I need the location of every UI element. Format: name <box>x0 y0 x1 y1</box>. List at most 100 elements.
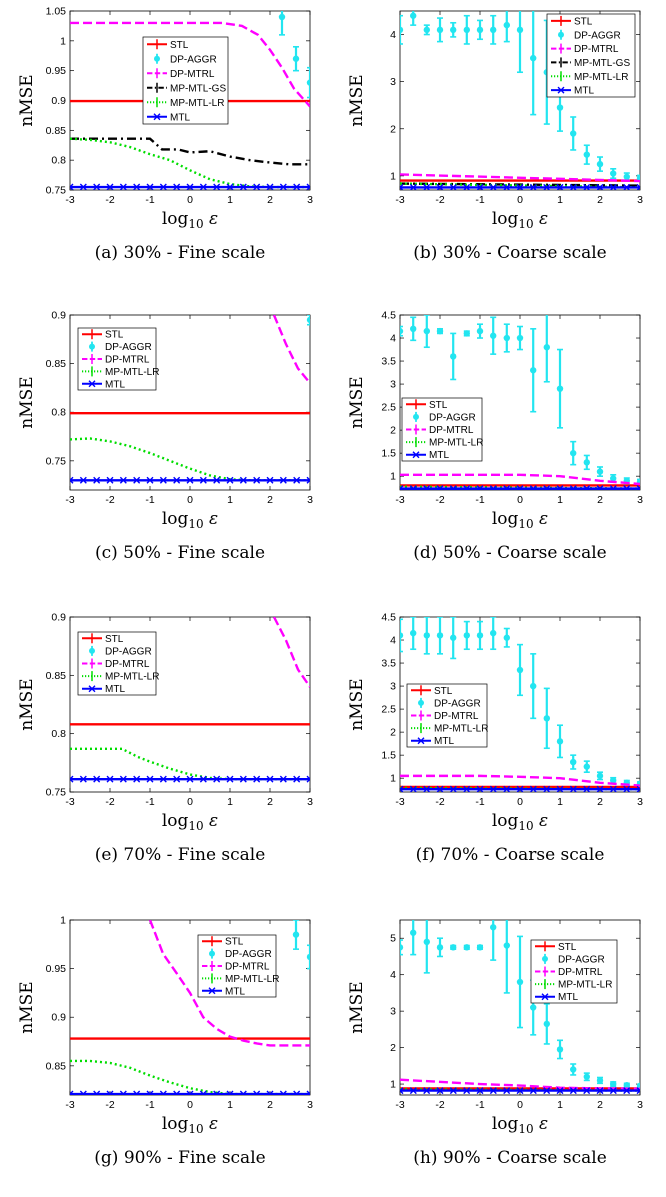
x-marker <box>186 775 194 783</box>
x-marker <box>146 775 154 783</box>
x-marker <box>199 183 207 190</box>
x-marker <box>423 183 431 190</box>
x-marker <box>543 183 551 190</box>
legend-label: MTL <box>225 986 245 997</box>
legend-x-marker <box>208 987 216 995</box>
data-point <box>610 170 617 177</box>
x-marker <box>569 785 577 792</box>
legend-dot <box>418 699 424 706</box>
y-tick-label: 1 <box>390 170 396 182</box>
y-tick-label: 0.75 <box>46 787 67 799</box>
x-marker <box>463 485 471 490</box>
x-axis-label: log10 ε <box>162 811 218 833</box>
x-marker <box>226 775 234 783</box>
data-point <box>596 468 604 475</box>
x-tick-label: -1 <box>145 1099 154 1111</box>
panel-caption: (g) 90% - Fine scale <box>94 1148 265 1168</box>
x-marker <box>173 183 181 190</box>
data-point <box>570 1066 577 1073</box>
x-tick-label: 3 <box>637 494 643 506</box>
x-marker <box>503 183 511 190</box>
y-tick-label: 1 <box>390 1079 396 1091</box>
x-marker <box>556 1087 564 1095</box>
x-marker <box>436 1087 444 1095</box>
legend-label: DP-MTRL <box>574 44 619 55</box>
x-tick-label: -2 <box>105 194 114 206</box>
series-dp-mtrl <box>400 473 640 486</box>
x-tick-label: -1 <box>145 494 154 506</box>
data-point <box>476 26 484 34</box>
data-point <box>476 944 484 951</box>
x-marker <box>70 183 74 190</box>
data-point <box>463 944 470 951</box>
legend-item-mp-mtl-gs: MP-MTL-GS <box>147 82 226 94</box>
data-point <box>543 1020 550 1028</box>
x-marker <box>213 1090 221 1095</box>
legend-label: MTL <box>558 992 578 1003</box>
legend-label: DP-AGGR <box>429 412 476 423</box>
y-tick-label: 0.9 <box>51 1012 66 1024</box>
data-point <box>436 944 444 951</box>
legend-item-mp-mtl-lr: MP-MTL-LR <box>535 979 612 991</box>
series-mp-mtl-gs <box>70 137 310 166</box>
data-point <box>490 332 497 339</box>
y-tick-label: 3.5 <box>381 356 396 368</box>
x-marker <box>199 775 207 783</box>
legend-item-mp-mtl-lr: MP-MTL-LR <box>411 723 488 735</box>
x-marker <box>266 1090 274 1095</box>
legend-label: MP-MTL-LR <box>105 367 159 378</box>
x-tick-label: 0 <box>187 494 193 506</box>
panel-caption: (h) 90% - Coarse scale <box>413 1148 607 1168</box>
x-tick-label: 2 <box>267 194 273 206</box>
data-point <box>410 12 417 19</box>
series-dp-aggr <box>400 617 640 787</box>
x-axis-label: log10 ε <box>492 509 548 531</box>
legend-label: STL <box>105 634 124 645</box>
series-group <box>70 617 310 783</box>
x-marker <box>279 1090 287 1095</box>
x-marker <box>213 476 221 484</box>
legend-label: MTL <box>105 379 125 390</box>
x-marker <box>106 775 114 783</box>
x-tick-label: 2 <box>267 1099 273 1111</box>
legend-dot <box>154 55 160 62</box>
data-point <box>556 104 564 111</box>
series-mtl <box>70 775 310 783</box>
y-tick-label: 0.9 <box>51 310 66 322</box>
x-marker <box>159 1090 167 1095</box>
x-marker <box>266 775 274 783</box>
x-marker <box>436 183 444 190</box>
y-tick-label: 0.8 <box>51 155 66 167</box>
x-marker <box>253 476 261 484</box>
y-tick-label: 4 <box>390 333 396 345</box>
x-marker <box>400 785 404 792</box>
x-marker <box>159 183 167 190</box>
x-marker <box>409 485 417 490</box>
panel-b: -3 -2 -1 0 1 2 3 1 2 3 4 nMSE log10 ε (b) 30% - Coars… <box>347 10 643 263</box>
x-tick-label: 0 <box>187 796 193 808</box>
data-point <box>583 763 590 770</box>
legend: STL DP-AGGR DP-MTRL MP-MTL-GS MP-MTL-LR MTL <box>142 36 229 125</box>
x-marker <box>583 1087 591 1095</box>
x-marker <box>199 476 207 484</box>
series-group <box>70 11 310 190</box>
legend-label: MP-MTL-LR <box>574 72 628 83</box>
x-tick-label: -1 <box>475 796 484 808</box>
y-axis-label: nMSE <box>17 376 37 428</box>
legend-label: DP-MTRL <box>105 355 150 366</box>
x-marker <box>516 485 524 490</box>
y-tick-label: 0.95 <box>46 65 67 77</box>
x-tick-label: 3 <box>307 1099 313 1111</box>
x-marker <box>119 1090 127 1095</box>
legend-label: STL <box>170 40 189 51</box>
legend: STL DP-AGGR DP-MTRL MP-MTL-GS MP-MTL-LR MTL <box>546 13 636 98</box>
legend-box <box>546 13 636 98</box>
legend-item-dp-mtrl: DP-MTRL <box>535 966 603 978</box>
data-point <box>610 777 617 784</box>
x-marker <box>516 1087 524 1095</box>
data-point <box>530 1004 537 1011</box>
x-marker <box>186 1090 194 1095</box>
data-point <box>503 942 510 949</box>
legend-item-stl: STL <box>406 399 448 411</box>
x-marker <box>423 1087 431 1095</box>
